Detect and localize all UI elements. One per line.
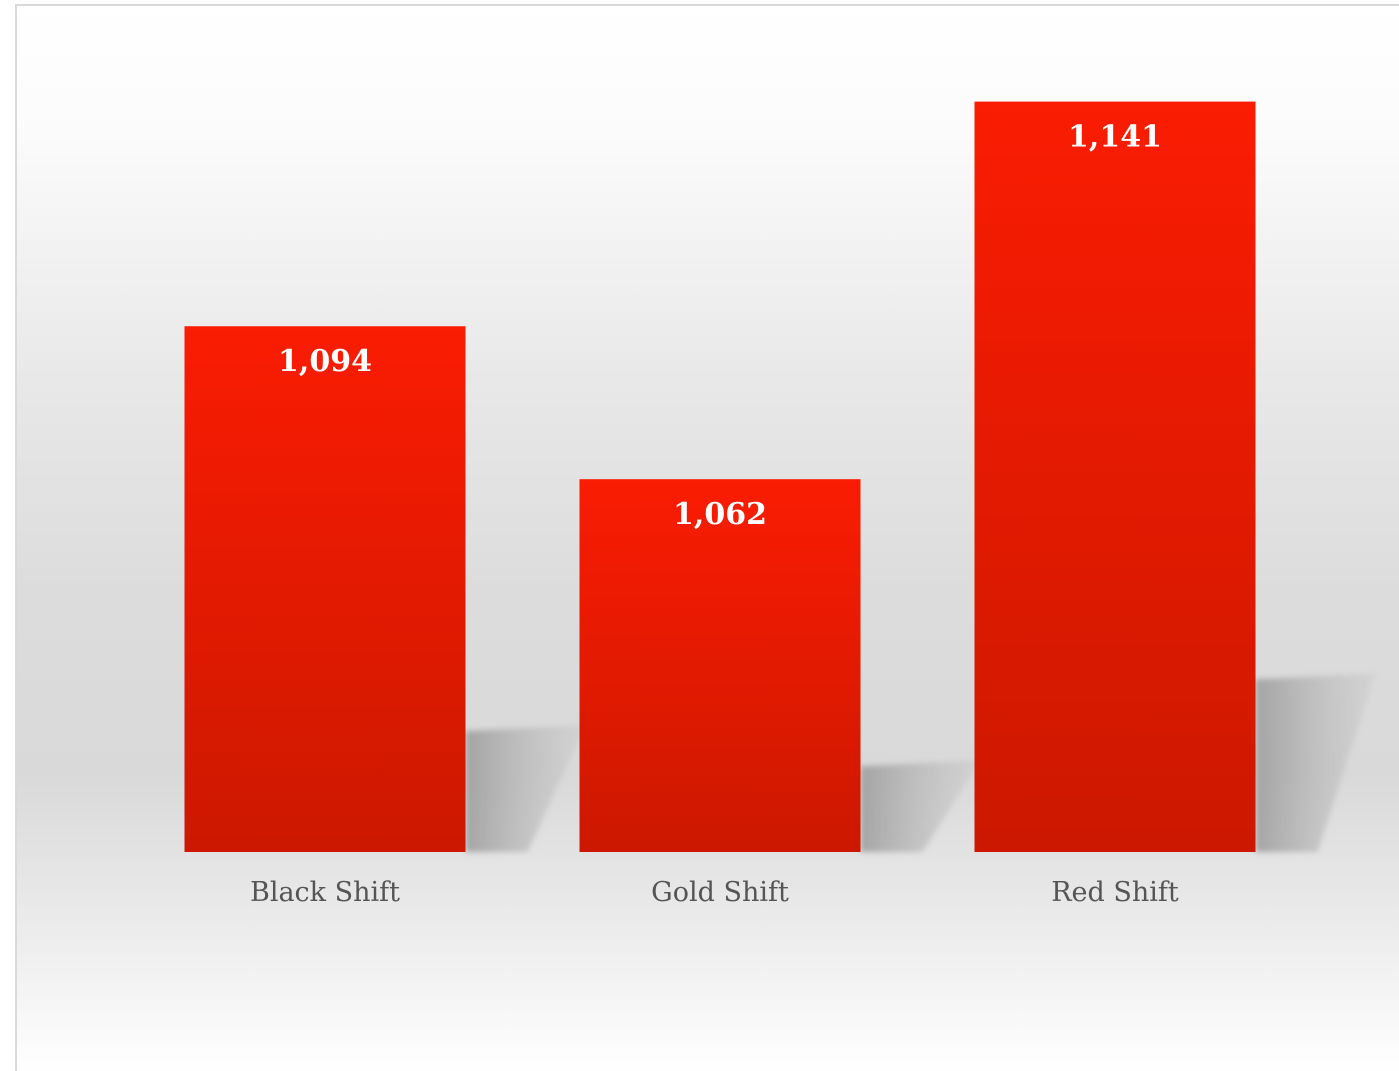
bar-value-label: 1,062 [673,497,767,532]
bar-chart: 1,094 Black Shift 1,062 Gold Shift 1,141 Red … [17,6,1399,1071]
bar-shadow [860,760,981,852]
chart-frame: 1,094 Black Shift 1,062 Gold Shift 1,141 Red … [15,4,1399,1071]
bar-black-shift [184,326,466,852]
bar-value-label: 1,141 [1068,120,1162,155]
bar-shadows [465,673,1376,852]
bar-shadow [465,725,586,852]
bar-value-label: 1,094 [278,344,372,379]
category-label: Red Shift [1051,877,1179,908]
labels: 1,094 Black Shift 1,062 Gold Shift 1,141 Red … [250,120,1179,908]
bar-red-shift [974,101,1256,853]
bars [184,101,1256,853]
bar-gold-shift [579,479,861,852]
category-label: Black Shift [250,877,400,908]
bar-shadow [1255,673,1376,852]
category-label: Gold Shift [651,877,789,908]
